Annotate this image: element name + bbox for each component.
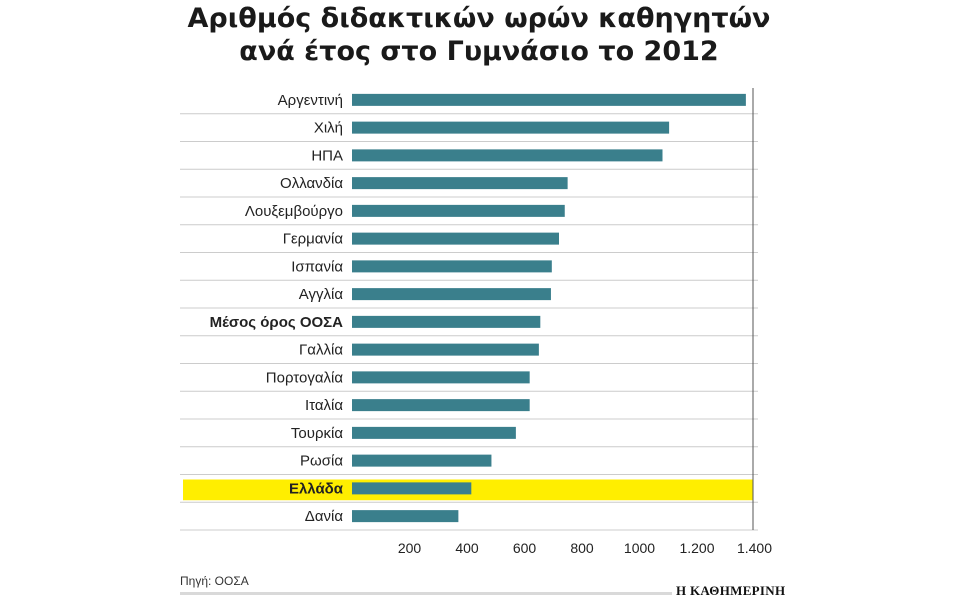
x-tick-label: 800 <box>570 540 594 556</box>
bar-ισπανία <box>352 260 552 273</box>
bar-χιλή <box>352 121 670 134</box>
bar-μέσος-όρος-οοσα <box>352 315 541 328</box>
bar-τουρκία <box>352 426 516 439</box>
x-tick-label: 1.200 <box>679 540 714 556</box>
bar-ολλανδία <box>352 177 568 190</box>
bar-πορτογαλία <box>352 371 530 384</box>
category-label: Γερμανία <box>283 231 344 248</box>
chart-title-line-2: ανά έτος στο Γυμνάσιο το 2012 <box>239 36 719 67</box>
x-tick-label: 1000 <box>624 540 655 556</box>
x-tick-label: 400 <box>455 540 479 556</box>
category-label: Χιλή <box>314 120 343 137</box>
category-label: Ελλάδα <box>289 480 344 497</box>
bar-αγγλία <box>352 288 551 301</box>
bar-λουξεμβούργο <box>352 204 565 217</box>
category-label: Αγγλία <box>299 286 344 303</box>
bar-ιταλία <box>352 399 530 412</box>
source-note: Πηγή: ΟΟΣΑ <box>180 574 249 588</box>
category-label: Γαλλία <box>299 342 343 359</box>
category-label: Πορτογαλία <box>266 369 344 386</box>
category-label: Λουξεμβούργο <box>245 203 343 220</box>
bar-γαλλία <box>352 343 539 356</box>
category-label: Ιταλία <box>305 397 343 414</box>
category-label: Δανία <box>305 508 344 525</box>
x-tick-label: 200 <box>398 540 422 556</box>
chart-title: Αριθμός διδακτικών ωρών καθηγητών ανά έτ… <box>0 2 958 68</box>
bar-αργεντινή <box>352 93 746 106</box>
bar-γερμανία <box>352 232 559 245</box>
bar-ηπα <box>352 149 663 162</box>
bar-δανία <box>352 510 459 523</box>
publisher-logo: Η ΚΑΘΗΜΕΡΙΝΗ <box>676 583 786 598</box>
x-tick-label: 600 <box>513 540 537 556</box>
bar-ρωσία <box>352 454 492 467</box>
chart-title-line-1: Αριθμός διδακτικών ωρών καθηγητών <box>187 3 771 34</box>
category-label: Ρωσία <box>300 453 343 470</box>
category-label: ΗΠΑ <box>311 147 343 164</box>
footer-rule <box>180 592 672 595</box>
category-label: Μέσος όρος ΟΟΣΑ <box>210 314 344 331</box>
category-label: Ισπανία <box>291 258 343 275</box>
category-label: Αργεντινή <box>278 92 343 109</box>
category-label: Τουρκία <box>291 425 343 442</box>
x-tick-label: 1.400 <box>737 540 772 556</box>
category-label: Ολλανδία <box>280 175 343 192</box>
bar-ελλάδα <box>352 482 472 495</box>
